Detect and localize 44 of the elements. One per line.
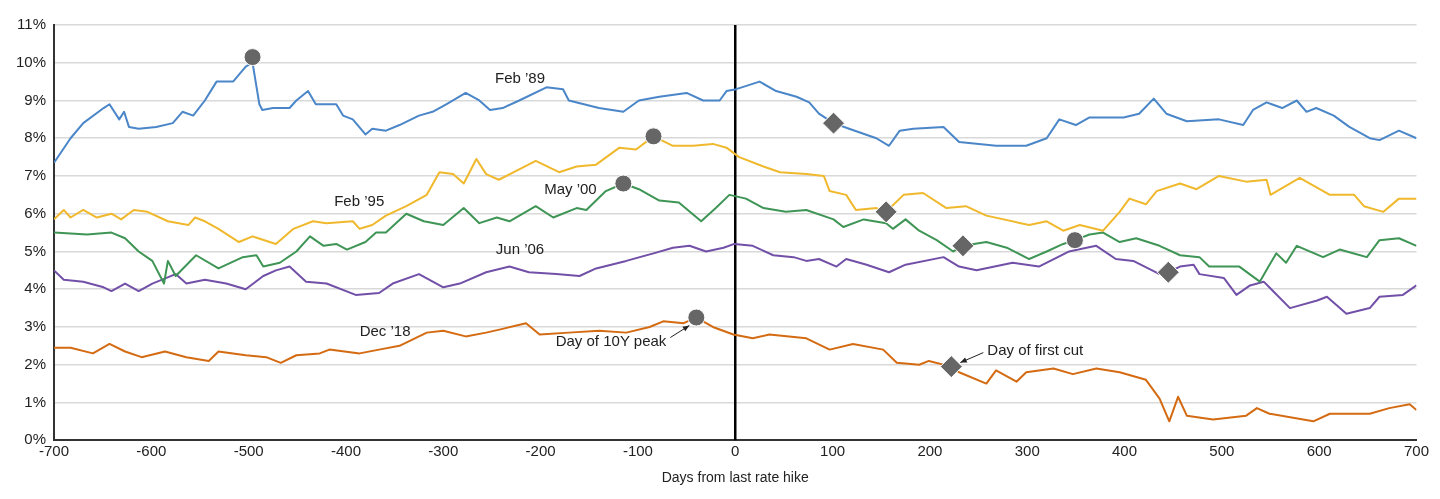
y-tick-label: 3%	[24, 317, 47, 335]
point	[644, 127, 663, 146]
x-tick-label: -300	[428, 442, 459, 460]
point	[1156, 260, 1180, 284]
y-tick-label: 8%	[24, 128, 47, 146]
series-label: Dec ’18	[359, 321, 411, 339]
x-tick-label: 300	[1014, 442, 1040, 460]
y-tick-label: 6%	[24, 203, 47, 221]
annotation: Day of 10Y peak	[555, 331, 667, 349]
x-tick-label: -100	[622, 442, 653, 460]
y-tick-label: 9%	[24, 90, 47, 108]
series-label: Feb ’89	[494, 68, 546, 86]
x-tick-label: -500	[233, 442, 264, 460]
series-label: Jun ’06	[495, 240, 545, 258]
y-tick-label: 0%	[24, 430, 47, 448]
y-tick-label: 5%	[24, 241, 47, 259]
x-tick-label: 200	[917, 442, 943, 460]
x-tick-label: 500	[1209, 442, 1235, 460]
point	[874, 200, 898, 224]
x-tick-label: 700	[1403, 442, 1429, 460]
y-tick-label: 7%	[24, 166, 47, 184]
x-tick-label: 400	[1112, 442, 1138, 460]
point	[822, 111, 846, 135]
series-label: May ’00	[544, 180, 597, 198]
x-tick-label: -600	[136, 442, 167, 460]
x-tick-label: -200	[525, 442, 556, 460]
x-tick-label: 100	[820, 442, 846, 460]
y-tick-label: 10%	[15, 52, 47, 70]
point	[951, 234, 975, 258]
x-tick-label: 600	[1306, 442, 1332, 460]
point	[243, 48, 262, 67]
y-tick-label: 4%	[24, 279, 47, 297]
x-tick-label: -400	[330, 442, 361, 460]
y-tick-label: 1%	[24, 392, 47, 410]
point	[1065, 231, 1084, 250]
x-tick-label: 0	[731, 442, 740, 460]
y-tick-label: 11%	[17, 15, 47, 33]
x-axis-title: Days from last rate hike	[661, 469, 809, 486]
point	[687, 308, 706, 327]
annotation: Day of first cut	[987, 340, 1084, 358]
point	[614, 174, 633, 193]
y-tick-label: 2%	[24, 354, 47, 372]
point	[939, 355, 963, 379]
series-label: Feb ’95	[334, 191, 385, 209]
